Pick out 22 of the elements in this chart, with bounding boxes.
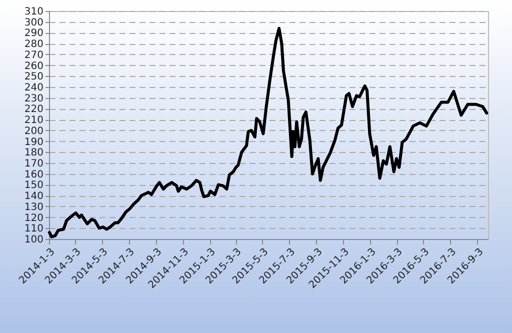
y-tick-label: 230 — [24, 93, 44, 104]
y-tick-label: 160 — [24, 169, 44, 180]
y-tick-label: 190 — [24, 136, 44, 148]
y-tick-label: 220 — [24, 104, 44, 116]
y-tick-label: 310 — [24, 6, 44, 18]
y-tick-label: 180 — [24, 148, 44, 159]
y-tick-label: 120 — [24, 212, 44, 224]
y-tick-label: 260 — [24, 60, 44, 72]
y-tick-label: 150 — [24, 180, 44, 192]
y-tick-label: 300 — [24, 17, 44, 28]
y-tick-label: 140 — [24, 191, 44, 202]
y-tick-label: 250 — [24, 72, 44, 83]
y-tick-label: 280 — [24, 39, 44, 50]
y-tick-label: 110 — [24, 224, 44, 235]
y-tick-label: 200 — [24, 126, 44, 137]
y-tick-label: 100 — [24, 234, 44, 246]
y-tick-label: 290 — [24, 28, 44, 40]
y-tick-label: 270 — [24, 50, 44, 61]
y-tick-label: 170 — [24, 158, 44, 170]
y-tick-label: 240 — [24, 82, 44, 94]
y-tick-label: 210 — [24, 115, 44, 126]
y-tick-label: 130 — [24, 202, 44, 213]
